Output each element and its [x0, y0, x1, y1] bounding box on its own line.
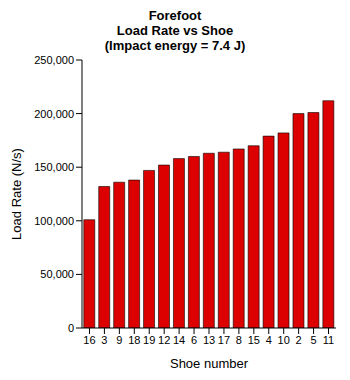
- svg-text:200,000: 200,000: [34, 108, 74, 120]
- html-text:(Impact energy = 7.4 J): (Impact energy = 7.4 J): [104, 38, 246, 53]
- svg-text:8: 8: [236, 334, 242, 346]
- svg-text:14: 14: [173, 334, 185, 346]
- svg-text:100,000: 100,000: [34, 215, 74, 227]
- svg-text:11: 11: [323, 334, 334, 346]
- svg-text:13: 13: [203, 334, 215, 346]
- svg-text:10: 10: [278, 334, 290, 346]
- svg-text:2: 2: [296, 334, 302, 346]
- svg-text:Shoe number: Shoe number: [170, 356, 249, 370]
- svg-text:0: 0: [68, 322, 74, 334]
- html-text:Forefoot: Forefoot: [148, 8, 202, 23]
- svg-text:150,000: 150,000: [34, 161, 74, 173]
- svg-text:50,000: 50,000: [40, 268, 74, 280]
- svg-text:17: 17: [218, 334, 230, 346]
- svg-text:18: 18: [128, 334, 140, 346]
- svg-text:15: 15: [248, 334, 260, 346]
- svg-text:4: 4: [266, 334, 272, 346]
- svg-text:12: 12: [158, 334, 170, 346]
- html-text:Load Rate vs Shoe: Load Rate vs Shoe: [116, 23, 234, 38]
- svg-text:250,000: 250,000: [34, 54, 74, 66]
- svg-text:3: 3: [101, 334, 107, 346]
- svg-text:9: 9: [116, 334, 122, 346]
- svg-text:16: 16: [83, 334, 95, 346]
- svg-text:19: 19: [143, 334, 155, 346]
- svg-text:6: 6: [191, 334, 197, 346]
- svg-text:5: 5: [311, 334, 317, 346]
- svg-text:Load Rate (N/s): Load Rate (N/s): [9, 148, 24, 240]
